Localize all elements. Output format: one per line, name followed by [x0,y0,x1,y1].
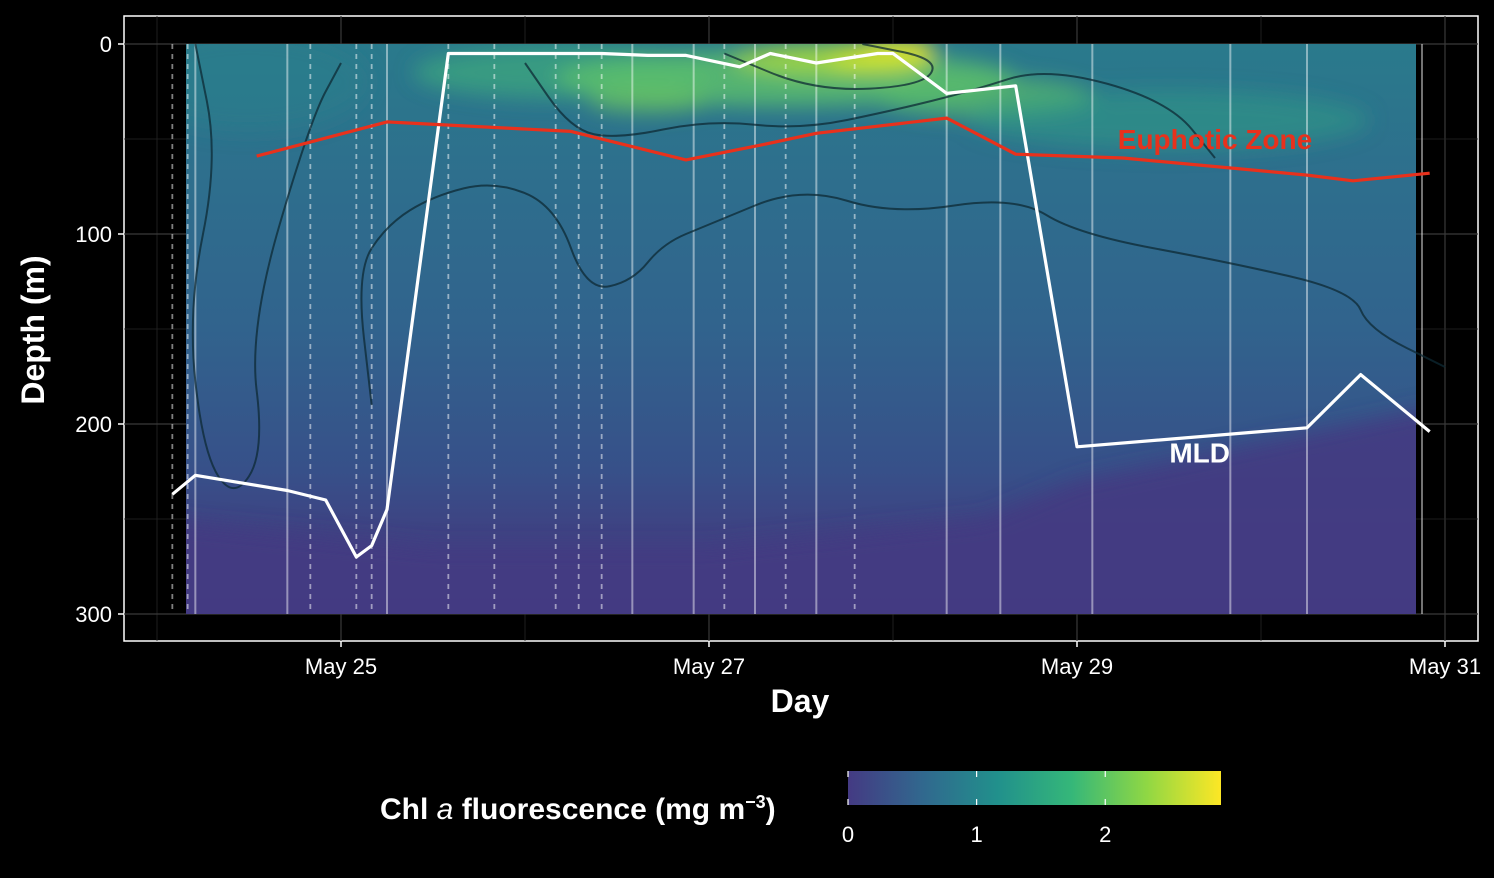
x-axis-title: Day [771,683,830,719]
y-tick-label: 100 [75,222,112,247]
mld-line [171,51,1431,559]
x-tick-label: May 27 [673,654,745,679]
colorbar-tick-label: 2 [1099,822,1111,847]
contour-lines [191,43,1446,490]
contour-line [360,184,1446,406]
x-tick-label: May 29 [1041,654,1113,679]
contour-line [191,43,342,490]
heatmap-field [186,44,1416,614]
annotations: Euphotic Zone MLD [1118,124,1312,469]
chl-patch [186,44,369,132]
colorbar-gradient [848,771,1221,805]
y-tick-label: 200 [75,412,112,437]
chl-patch [969,90,1369,150]
contour-line [723,43,934,90]
axes: 0 100 200 300 May 25 May 27 May 29 May 31 [75,32,1481,679]
contour-line [524,62,1216,159]
colorbar-tick-label: 1 [970,822,982,847]
y-tick-label: 0 [100,32,112,57]
colorbar-tick-label: 0 [842,822,854,847]
chl-patch [587,89,708,113]
euphotic-zone-label: Euphotic Zone [1118,124,1312,155]
mld-label: MLD [1169,438,1230,469]
x-tick-label: May 25 [305,654,377,679]
series-lines [171,51,1431,559]
x-tick-label: May 31 [1409,654,1481,679]
y-tick-label: 300 [75,602,112,627]
y-axis-title: Depth (m) [15,255,51,404]
deep-band [186,410,1416,614]
colorbar: 0 1 2 [842,771,1221,847]
euphotic-zone-line [256,116,1430,183]
colorbar-title: Chl a fluorescence (mg m−3) [380,792,776,826]
